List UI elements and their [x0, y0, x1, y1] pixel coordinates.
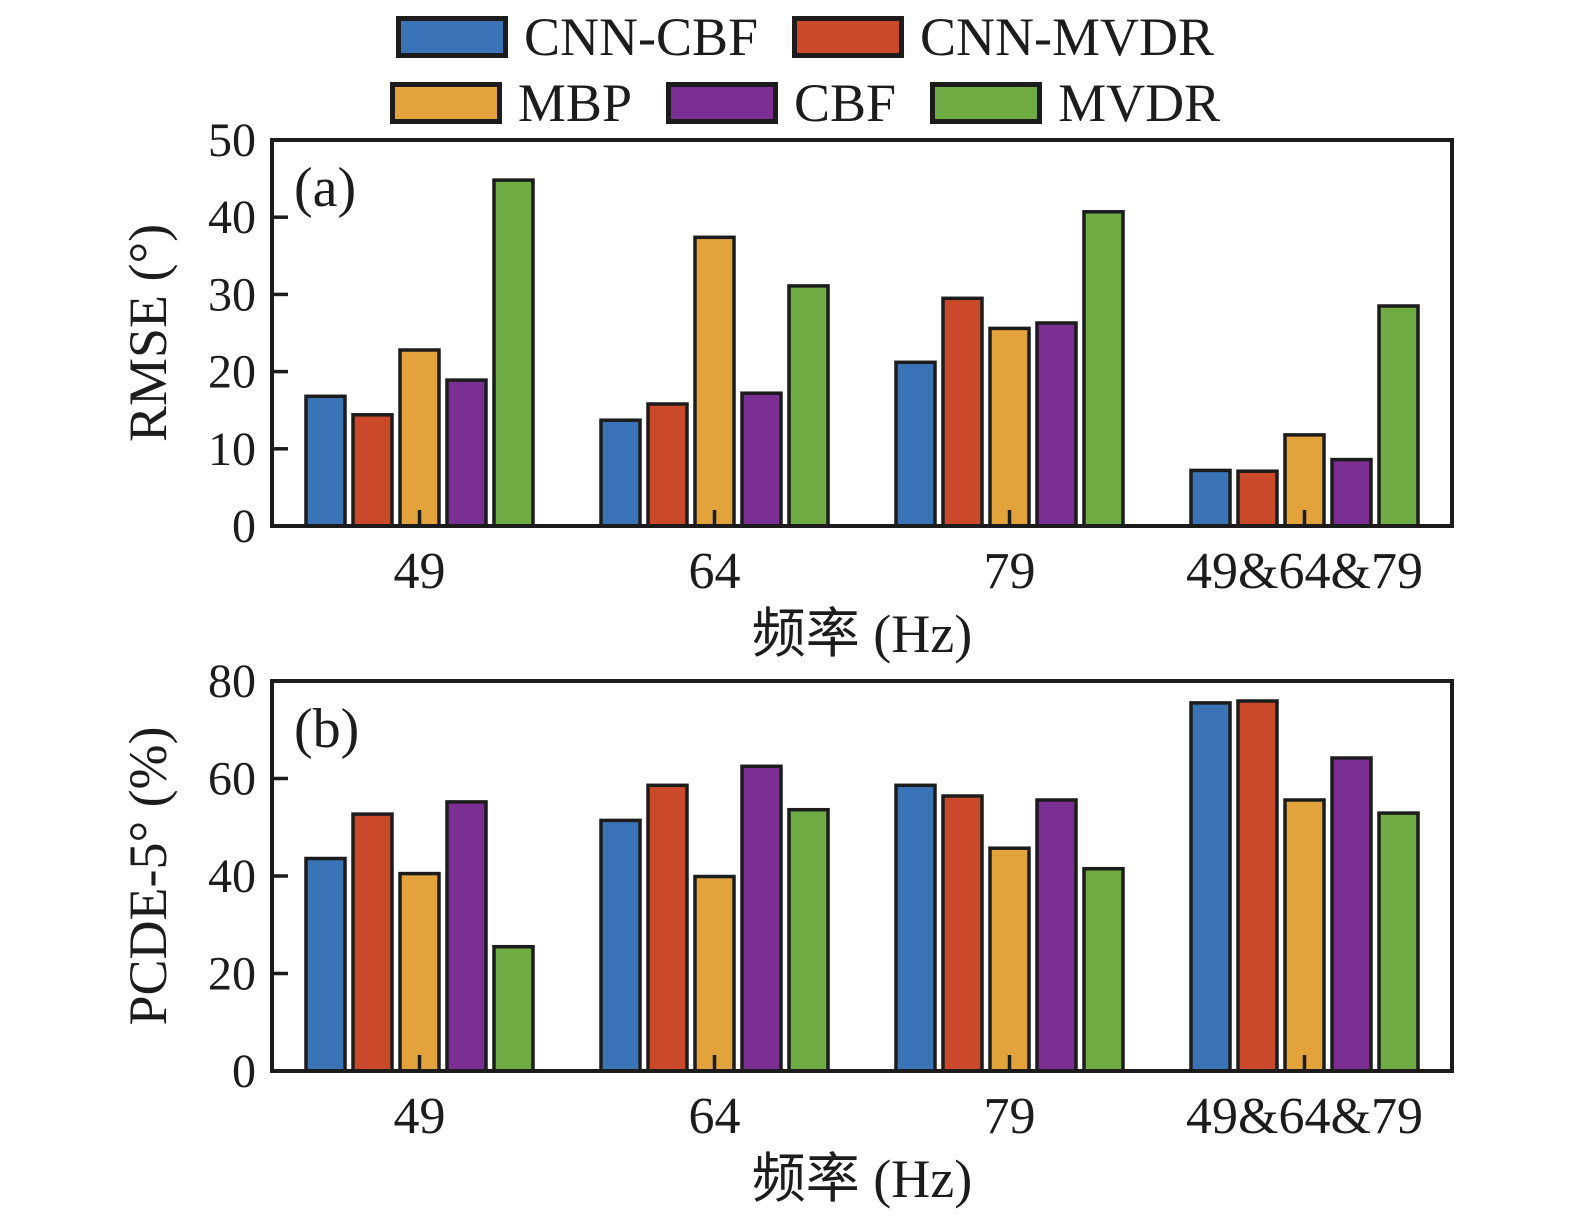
panel-b-bar-MBP-79 — [988, 846, 1031, 1073]
legend-swatch-cnn-cbf — [395, 16, 508, 58]
panel-b-bar-CNN-CBF-79 — [894, 783, 937, 1073]
panel-b-bar-CNN-MVDR-79 — [941, 794, 984, 1073]
panel-b-y-tick-label-40: 40 — [208, 850, 256, 903]
legend-label-cbf: CBF — [793, 73, 897, 133]
legend-swatch-cbf — [665, 82, 778, 124]
panel-b-bar-CBF-64 — [740, 764, 783, 1073]
legend-item-mvdr: MVDR — [930, 76, 1220, 130]
legend-label-mvdr: MVDR — [1058, 73, 1221, 133]
panel-b-bar-CNN-MVDR-64 — [646, 783, 689, 1073]
panel-a-x-axis-title: 频率 (Hz) — [752, 604, 972, 664]
panel-a-x-tick-label-49: 49 — [394, 543, 446, 600]
panel-b-bar-MBP-64 — [693, 874, 736, 1073]
panel-a-y-tick-label-40: 40 — [208, 191, 256, 244]
legend-swatch-cnn-mvdr — [792, 16, 905, 58]
legend-swatch-mvdr — [930, 82, 1043, 124]
panel-b-bar-MVDR-79 — [1082, 866, 1125, 1073]
panel-b-label: (b) — [294, 698, 359, 760]
panel-b-x-tick-label-49&64&79: 49&64&79 — [1186, 1088, 1423, 1145]
panel-b-bar-MVDR-64 — [787, 807, 830, 1073]
panel-b-y-tick-label-0: 0 — [232, 1045, 256, 1098]
panel-b: 49 64 79 49&64&79 0 20 40 60 80 (b) 频率 (Hz) PCDE-5°… — [118, 655, 1454, 1209]
legend-label-cnn-cbf: CNN-CBF — [523, 7, 759, 67]
panel-a-bar-CNN-CBF-64 — [599, 418, 642, 528]
panel-a-bar-MBP-64 — [693, 235, 736, 528]
panel-b-bar-CNN-MVDR-49&64&79 — [1236, 699, 1279, 1073]
panel-a-y-axis-title: RMSE (°) — [118, 224, 178, 442]
panel-a-bar-MBP-49&64&79 — [1283, 433, 1326, 528]
legend: CNN-CBF CNN-MVDR MBP CBF MVDR — [0, 4, 1575, 136]
panel-a-plot-border — [270, 138, 1454, 528]
panel-a-bar-CNN-MVDR-49 — [351, 413, 394, 528]
panel-b-bar-MBP-49 — [398, 871, 441, 1073]
panel-b-bar-MVDR-49&64&79 — [1377, 811, 1420, 1073]
panel-b-bar-CBF-49 — [445, 800, 488, 1073]
legend-item-mbp: MBP — [389, 73, 632, 133]
panel-a-x-tick-label-49&64&79: 49&64&79 — [1186, 543, 1423, 600]
panel-a-bar-CBF-79 — [1035, 321, 1078, 528]
panel-a-x-tick-label-64: 64 — [689, 543, 741, 600]
legend-item-cnn-mvdr: CNN-MVDR — [792, 10, 1214, 64]
legend-item-cnn-cbf: CNN-CBF — [395, 7, 759, 67]
panel-a-y-tick-label-50: 50 — [208, 114, 256, 167]
panel-b-x-tick-label-64: 64 — [689, 1088, 741, 1145]
panel-a-bar-CNN-MVDR-49&64&79 — [1236, 469, 1279, 528]
panel-b-x-tick-label-49: 49 — [394, 1088, 446, 1145]
panel-a-bar-MVDR-64 — [787, 284, 830, 528]
panel-b-bar-CBF-49&64&79 — [1330, 756, 1373, 1073]
panel-b-x-axis-title: 频率 (Hz) — [752, 1149, 972, 1209]
panel-a-bar-CNN-MVDR-79 — [941, 296, 984, 528]
legend-label-cnn-mvdr: CNN-MVDR — [920, 7, 1215, 67]
legend-row-2: MBP CBF MVDR — [389, 70, 1220, 136]
panel-b-bar-CNN-MVDR-49 — [351, 812, 394, 1073]
panel-b-y-tick-label-60: 60 — [208, 753, 256, 806]
panel-a-x-tick-label-79: 79 — [984, 543, 1036, 600]
panel-a-y-tick-label-10: 10 — [208, 423, 256, 476]
legend-swatch-mbp — [389, 82, 502, 124]
panel-b-plot-border — [270, 679, 1454, 1073]
panel-b-bar-MVDR-49 — [492, 944, 535, 1073]
panel-a-bar-CBF-64 — [740, 391, 783, 528]
panel-a-bar-MBP-79 — [988, 326, 1031, 528]
panel-a-bar-CNN-CBF-49 — [304, 394, 347, 528]
panel-a-bar-MVDR-79 — [1082, 210, 1125, 528]
panel-a-y-tick-label-30: 30 — [208, 268, 256, 321]
panel-a-bar-MVDR-49 — [492, 178, 535, 528]
panel-a-bar-CNN-CBF-79 — [894, 360, 937, 528]
panel-b-bar-CNN-CBF-49&64&79 — [1189, 701, 1232, 1073]
panel-a-y-tick-label-20: 20 — [208, 346, 256, 399]
legend-item-cbf: CBF — [665, 73, 897, 133]
legend-row-1: CNN-CBF CNN-MVDR — [395, 4, 1214, 70]
panel-b-bar-CNN-CBF-49 — [304, 856, 347, 1073]
panel-b-bar-MBP-49&64&79 — [1283, 798, 1326, 1073]
panel-a-bar-CNN-MVDR-64 — [646, 402, 689, 528]
panel-a: 49 64 79 49&64&79 0 10 20 30 40 50 (a) 频率 (Hz) RMSE … — [118, 114, 1454, 664]
panel-a-bar-MBP-49 — [398, 348, 441, 528]
panel-b-bar-CBF-79 — [1035, 798, 1078, 1073]
panel-b-y-axis-title: PCDE-5° (%) — [118, 726, 178, 1025]
panel-a-y-tick-label-0: 0 — [232, 500, 256, 553]
panel-b-y-tick-label-20: 20 — [208, 948, 256, 1001]
panel-a-bar-CNN-CBF-49&64&79 — [1189, 468, 1232, 528]
panel-b-bar-CNN-CBF-64 — [599, 818, 642, 1073]
panel-a-label: (a) — [294, 157, 356, 219]
panel-b-x-tick-label-79: 79 — [984, 1088, 1036, 1145]
panel-b-y-tick-label-80: 80 — [208, 655, 256, 708]
panel-a-bar-CBF-49&64&79 — [1330, 457, 1373, 528]
panel-a-bar-MVDR-49&64&79 — [1377, 304, 1420, 528]
legend-label-mbp: MBP — [517, 73, 632, 133]
panel-a-bar-CBF-49 — [445, 378, 488, 528]
